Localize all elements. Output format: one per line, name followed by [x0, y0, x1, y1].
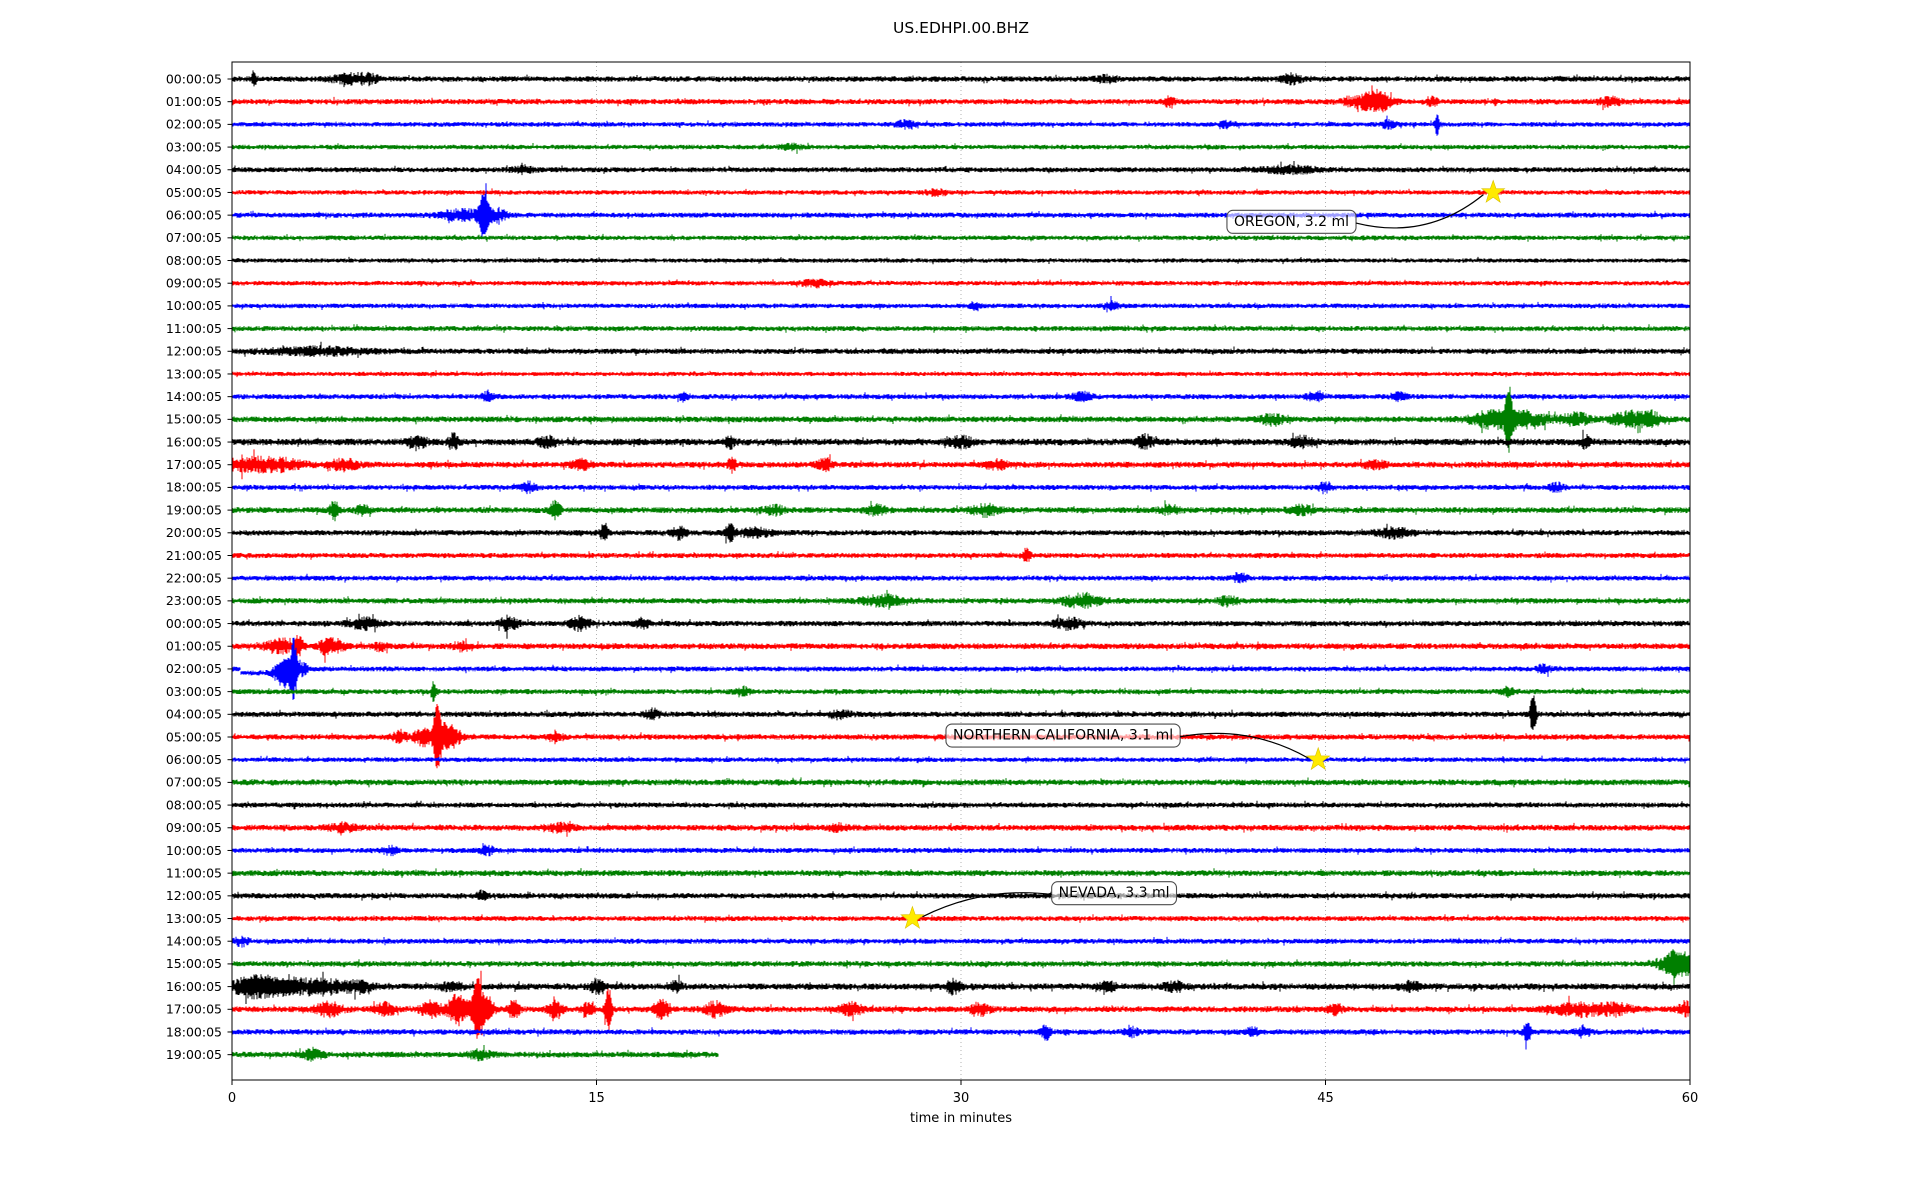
y-tick-label: 19:00:05	[166, 502, 222, 517]
x-tick-label: 60	[1682, 1091, 1699, 1106]
event-label-box	[1226, 209, 1357, 234]
y-tick-label: 04:00:05	[166, 707, 222, 722]
y-tick-label: 14:00:05	[166, 389, 222, 404]
trace-row	[231, 324, 1691, 333]
event-annotations: OREGON, 3.2 ml NORTHERN CALIFORNIA, 3.1 m…	[900, 179, 1506, 929]
y-tick-label: 21:00:05	[166, 548, 222, 563]
y-tick-label: 07:00:05	[166, 230, 222, 245]
y-tick-label: 07:00:05	[166, 775, 222, 790]
event-arrow	[1180, 732, 1309, 759]
x-tick-label: 0	[228, 1091, 236, 1106]
y-tick-label: 14:00:05	[166, 934, 222, 949]
trace-row	[231, 914, 1691, 923]
trace-row	[231, 971, 1691, 1004]
y-tick-label: 00:00:05	[166, 71, 222, 86]
y-tick-label: 01:00:05	[166, 639, 222, 654]
y-tick-label: 15:00:05	[166, 412, 222, 427]
event-star-icon	[1480, 179, 1506, 203]
x-axis-ticks: 0 15 30 45 60	[228, 1080, 1698, 1106]
trace-row	[231, 161, 1691, 176]
y-tick-label: 00:00:05	[166, 616, 222, 631]
y-tick-label: 09:00:05	[166, 276, 222, 291]
event-label-box	[1051, 881, 1178, 906]
trace-row	[231, 114, 1691, 136]
y-tick-label: 03:00:05	[166, 139, 222, 154]
trace-row	[231, 889, 1691, 901]
y-tick-label: 02:00:05	[166, 117, 222, 132]
y-tick-label: 23:00:05	[166, 593, 222, 608]
x-tick-label: 45	[1317, 1091, 1334, 1106]
trace-row	[231, 389, 1691, 403]
y-tick-label: 10:00:05	[166, 843, 222, 858]
trace-row	[231, 868, 1691, 879]
y-tick-label: 18:00:05	[166, 1024, 222, 1039]
y-tick-label: 11:00:05	[166, 321, 222, 336]
trace-row	[231, 142, 1691, 154]
event-arrow	[1355, 194, 1484, 229]
trace-row	[231, 256, 1691, 265]
y-tick-label: 12:00:05	[166, 888, 222, 903]
y-tick-label: 11:00:05	[166, 865, 222, 880]
y-tick-label: 08:00:05	[166, 797, 222, 812]
event-star-icon	[900, 905, 925, 929]
trace-row	[231, 429, 1691, 452]
y-tick-label: 20:00:05	[166, 525, 222, 540]
trace-row	[231, 188, 1691, 197]
event-arrow	[922, 892, 1052, 918]
y-tick-label: 22:00:05	[166, 570, 222, 585]
y-tick-label: 19:00:05	[166, 1047, 222, 1062]
trace-row	[231, 1045, 719, 1062]
event-label: NORTHERN CALIFORNIA, 3.1 ml	[953, 728, 1173, 744]
event-label: NEVADA, 3.3 ml	[1059, 885, 1170, 901]
event-star-icon	[1305, 746, 1331, 771]
plot-title: US.EDHPI.00.BHZ	[893, 19, 1029, 37]
y-tick-label: 04:00:05	[166, 162, 222, 177]
x-axis-label: time in minutes	[910, 1111, 1012, 1126]
y-tick-label: 05:00:05	[166, 185, 222, 200]
y-tick-label: 13:00:05	[166, 366, 222, 381]
y-tick-label: 08:00:05	[166, 253, 222, 268]
y-tick-label: 17:00:05	[166, 1002, 222, 1017]
y-tick-label: 17:00:05	[166, 457, 222, 472]
x-tick-label: 30	[953, 1091, 970, 1106]
event-label-box	[945, 723, 1181, 748]
y-tick-label: 12:00:05	[166, 344, 222, 359]
y-tick-label: 16:00:05	[166, 434, 222, 449]
y-tick-label: 05:00:05	[166, 729, 222, 744]
trace-row	[231, 370, 1691, 378]
trace-row	[231, 233, 1691, 242]
x-tick-label: 15	[588, 1091, 605, 1106]
y-tick-label: 09:00:05	[166, 820, 222, 835]
trace-row	[231, 547, 1691, 562]
event-label: OREGON, 3.2 ml	[1234, 214, 1349, 230]
trace-row	[231, 522, 1691, 544]
trace-row	[231, 341, 1691, 358]
y-tick-label: 13:00:05	[166, 911, 222, 926]
gridlines	[596, 62, 1326, 1080]
y-tick-label: 10:00:05	[166, 298, 222, 313]
y-tick-label: 06:00:05	[166, 752, 222, 767]
trace-row	[231, 935, 1691, 948]
y-tick-label: 15:00:05	[166, 956, 222, 971]
y-tick-label: 16:00:05	[166, 979, 222, 994]
trace-row	[231, 278, 1691, 289]
y-tick-label: 06:00:05	[166, 207, 222, 222]
y-tick-label: 18:00:05	[166, 480, 222, 495]
trace-row	[231, 572, 1691, 584]
y-tick-label: 03:00:05	[166, 684, 222, 699]
trace-row	[231, 970, 1691, 1039]
trace-row	[231, 70, 1691, 88]
y-tick-label: 01:00:05	[166, 94, 222, 109]
y-tick-label: 02:00:05	[166, 661, 222, 676]
y-axis-labels: 00:00:05 01:00:05 02:00:05 03:00:05 04:00:05…	[166, 71, 232, 1062]
